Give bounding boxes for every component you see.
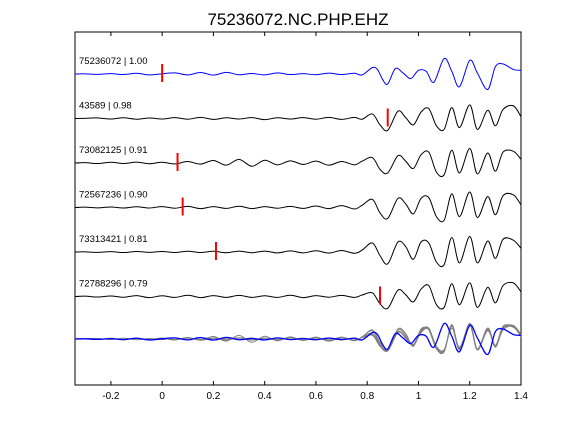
trace-label-73313421: 73313421 | 0.81: [79, 234, 148, 245]
trace-label-73082125: 73082125 | 0.91: [79, 145, 148, 156]
trace-group-72567236: 72567236 | 0.90: [74, 190, 522, 223]
aligned-stack: [74, 322, 522, 356]
trace-group-73082125: 73082125 | 0.91: [74, 145, 522, 178]
trace-group-75236072: 75236072 | 1.00: [74, 56, 522, 90]
trace-72788296: [74, 281, 522, 310]
plot-area: -0.2 0 0.2 0.4 0.6 0.8 1 1.2 1.4 75236072 | 1.00 4…: [74, 31, 528, 402]
trace-group-73313421: 73313421 | 0.81: [74, 234, 522, 268]
trace-73313421: [74, 236, 522, 268]
x-tick-label: 1: [416, 391, 422, 402]
x-tick-label: 0.8: [360, 391, 374, 402]
x-tick-label: 0.6: [309, 391, 323, 402]
trace-43589: [74, 104, 522, 132]
chart-title: 75236072.NC.PHP.EHZ: [207, 10, 388, 29]
trace-group-72788296: 72788296 | 0.79: [74, 279, 522, 310]
trace-label-72788296: 72788296 | 0.79: [79, 279, 148, 290]
trace-73082125: [74, 147, 522, 178]
stack-trace-75236072: [74, 322, 522, 356]
x-tick-label: 1.2: [463, 391, 477, 402]
trace-label-75236072: 75236072 | 1.00: [79, 56, 148, 67]
x-tick-label: 1.4: [514, 391, 528, 402]
x-tick-label: -0.2: [102, 391, 120, 402]
trace-72567236: [74, 191, 522, 223]
trace-75236072: [74, 57, 522, 90]
x-tick-label: 0: [159, 391, 165, 402]
x-tick-label: 0.4: [258, 391, 272, 402]
trace-label-72567236: 72567236 | 0.90: [79, 190, 148, 201]
trace-group-43589: 43589 | 0.98: [74, 101, 522, 132]
axes-box: [74, 31, 522, 386]
x-tick-label: 0.2: [206, 391, 220, 402]
trace-label-43589: 43589 | 0.98: [79, 101, 132, 112]
